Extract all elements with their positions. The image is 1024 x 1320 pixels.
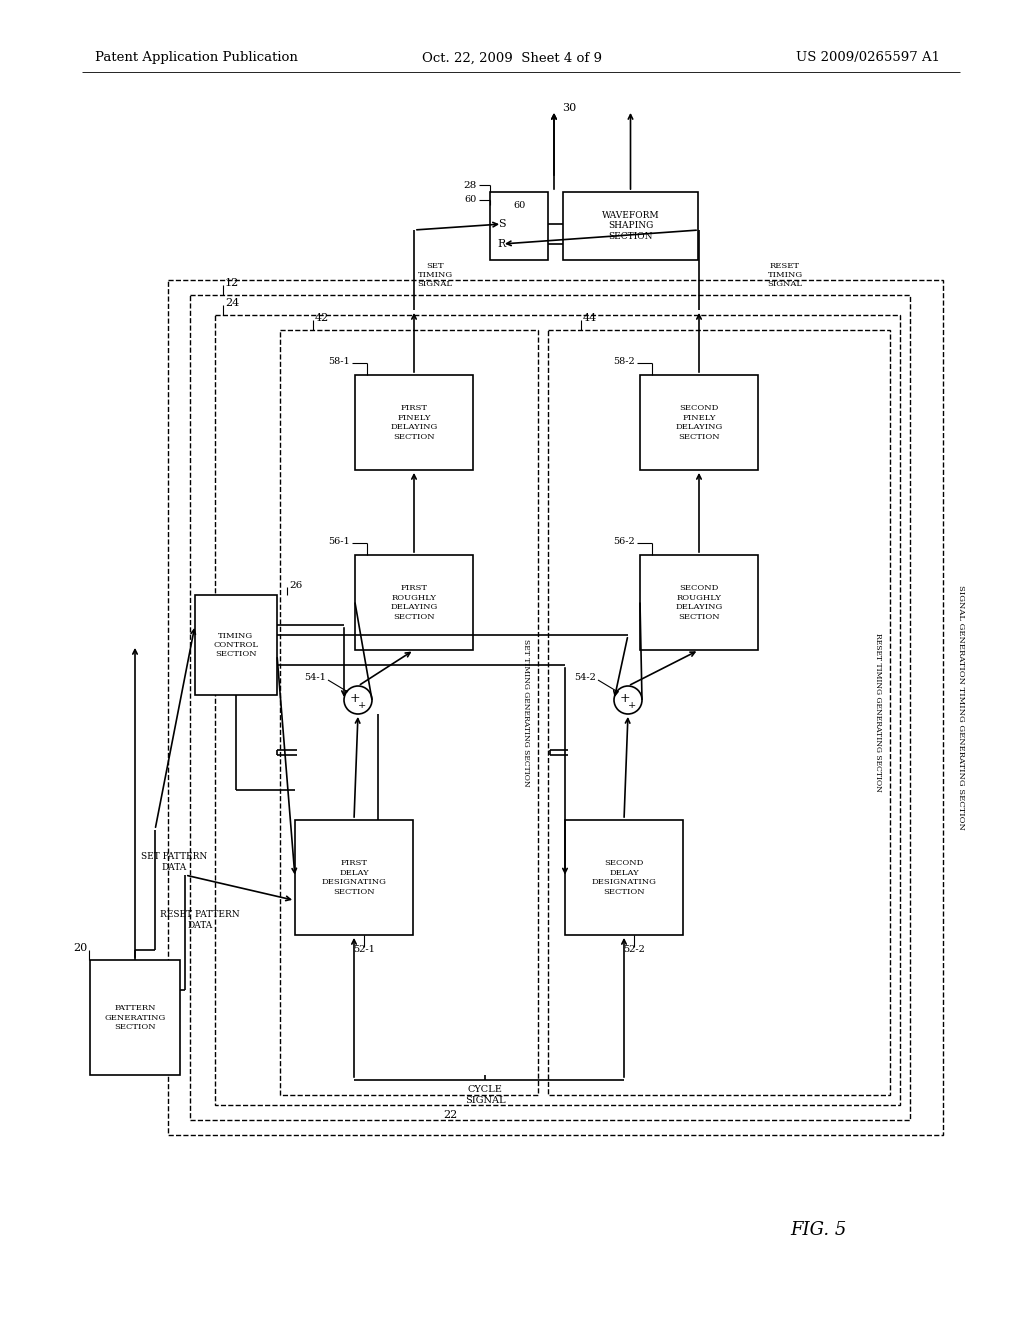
Bar	[355, 375, 473, 470]
Text: FIRST
FINELY
DELAYING
SECTION: FIRST FINELY DELAYING SECTION	[390, 404, 437, 441]
Text: CYCLE
SIGNAL: CYCLE SIGNAL	[465, 1085, 505, 1105]
Text: 52-2: 52-2	[623, 945, 645, 953]
Text: WAVEFORM
SHAPING
SECTION: WAVEFORM SHAPING SECTION	[602, 211, 659, 242]
Bar	[563, 191, 698, 260]
Text: S: S	[499, 219, 506, 228]
Text: Patent Application Publication: Patent Application Publication	[95, 51, 298, 65]
Text: 54-1: 54-1	[304, 673, 326, 682]
Text: SECOND
DELAY
DESIGNATING
SECTION: SECOND DELAY DESIGNATING SECTION	[592, 859, 656, 896]
Text: 60: 60	[465, 195, 477, 205]
Text: 58-2: 58-2	[613, 356, 635, 366]
Text: FIRST
DELAY
DESIGNATING
SECTION: FIRST DELAY DESIGNATING SECTION	[322, 859, 386, 896]
Text: +: +	[357, 701, 367, 710]
Text: +: +	[620, 692, 631, 705]
Text: 52-1: 52-1	[353, 945, 375, 953]
Bar	[190, 294, 910, 1119]
Text: 26: 26	[289, 581, 302, 590]
Text: SET PATTERN
DATA: SET PATTERN DATA	[141, 853, 207, 873]
Bar	[565, 820, 683, 935]
Text: SIGNAL GENERATION TIMING GENERATING SECTION: SIGNAL GENERATION TIMING GENERATING SECT…	[957, 585, 965, 830]
Text: 42: 42	[315, 313, 330, 323]
Text: 20: 20	[73, 942, 87, 953]
Bar	[640, 375, 758, 470]
Text: RESET TIMING GENERATING SECTION: RESET TIMING GENERATING SECTION	[874, 634, 882, 792]
Text: 30: 30	[562, 103, 577, 114]
Text: R: R	[498, 239, 506, 249]
Text: SECOND
FINELY
DELAYING
SECTION: SECOND FINELY DELAYING SECTION	[676, 404, 723, 441]
Bar	[280, 330, 538, 1096]
Bar	[640, 554, 758, 649]
Text: SECOND
ROUGHLY
DELAYING
SECTION: SECOND ROUGHLY DELAYING SECTION	[676, 585, 723, 620]
Text: 22: 22	[443, 1110, 458, 1119]
Text: FIRST
ROUGHLY
DELAYING
SECTION: FIRST ROUGHLY DELAYING SECTION	[390, 585, 437, 620]
Text: PATTERN
GENERATING
SECTION: PATTERN GENERATING SECTION	[104, 1005, 166, 1031]
Text: 12: 12	[225, 279, 240, 288]
Text: RESET PATTERN
DATA: RESET PATTERN DATA	[160, 909, 240, 929]
Text: 28: 28	[464, 181, 477, 190]
Bar	[355, 554, 473, 649]
Text: 56-2: 56-2	[613, 536, 635, 545]
Bar	[295, 820, 413, 935]
Text: +: +	[628, 701, 636, 710]
Text: RESET
TIMING
SIGNAL: RESET TIMING SIGNAL	[767, 261, 803, 289]
Text: TIMING
CONTROL
SECTION: TIMING CONTROL SECTION	[213, 631, 258, 659]
Text: US 2009/0265597 A1: US 2009/0265597 A1	[796, 51, 940, 65]
Text: 44: 44	[583, 313, 597, 323]
Text: 24: 24	[225, 298, 240, 308]
Text: FIG. 5: FIG. 5	[790, 1221, 847, 1239]
Bar	[168, 280, 943, 1135]
Text: 58-1: 58-1	[329, 356, 350, 366]
Bar	[215, 315, 900, 1105]
Text: +: +	[349, 692, 360, 705]
Text: 54-2: 54-2	[574, 673, 596, 682]
Text: SET TIMING GENERATING SECTION: SET TIMING GENERATING SECTION	[522, 639, 530, 787]
Text: 56-1: 56-1	[329, 536, 350, 545]
Bar	[548, 330, 890, 1096]
Text: SET
TIMING
SIGNAL: SET TIMING SIGNAL	[418, 261, 453, 289]
Bar	[90, 960, 180, 1074]
Bar	[195, 595, 278, 696]
Bar	[490, 191, 548, 260]
Text: 60: 60	[513, 202, 525, 210]
Text: Oct. 22, 2009  Sheet 4 of 9: Oct. 22, 2009 Sheet 4 of 9	[422, 51, 602, 65]
